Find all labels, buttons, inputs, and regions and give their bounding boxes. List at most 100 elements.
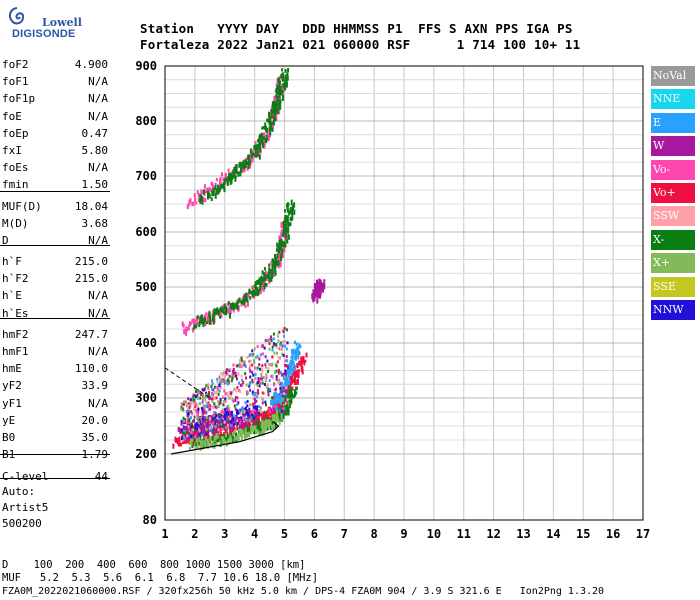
trace-point xyxy=(268,411,271,415)
echo-point xyxy=(254,396,257,400)
trace-point xyxy=(279,388,282,392)
trace-point xyxy=(289,362,292,369)
trace-point xyxy=(270,274,273,279)
trace-point xyxy=(256,279,259,286)
trace-point xyxy=(205,440,208,445)
trace-point xyxy=(284,215,287,222)
echo-point xyxy=(187,397,190,401)
autoscale-label: Auto: xyxy=(2,485,36,498)
trace-point xyxy=(281,412,284,416)
echo-point xyxy=(219,413,222,417)
trace-point xyxy=(254,154,257,158)
trace-point xyxy=(217,429,220,436)
trace-point xyxy=(252,291,255,295)
trace-point xyxy=(273,101,276,107)
trace-point xyxy=(219,441,222,448)
trace-point xyxy=(271,268,274,273)
trace-point xyxy=(214,192,217,199)
trace-point xyxy=(283,373,286,377)
echo-point xyxy=(249,375,252,379)
trace-point xyxy=(274,267,277,273)
echo-point xyxy=(200,412,203,416)
trace-point xyxy=(284,397,287,403)
echo-point xyxy=(246,355,249,359)
trace-point xyxy=(268,275,271,280)
echo-point xyxy=(225,371,228,375)
echo-point xyxy=(201,417,204,421)
echo-point xyxy=(200,406,203,410)
trace-point xyxy=(203,320,206,324)
trace-point xyxy=(284,395,287,401)
trace-point xyxy=(315,286,318,290)
legend-item-x-: X+ xyxy=(651,253,695,274)
echo-point xyxy=(239,411,242,415)
echo-point xyxy=(221,420,224,424)
trace-point xyxy=(187,203,190,207)
trace-point xyxy=(202,428,205,434)
trace-point xyxy=(177,441,180,446)
trace-point xyxy=(240,300,243,304)
echo-point xyxy=(274,362,277,366)
trace-point xyxy=(214,421,217,427)
echo-point xyxy=(227,415,230,419)
trace-point xyxy=(248,407,251,413)
echo-point xyxy=(229,391,232,395)
trace-point xyxy=(265,416,268,422)
echo-point xyxy=(232,371,235,375)
trace-point xyxy=(182,425,185,430)
trace-point xyxy=(275,398,278,402)
trace-point xyxy=(216,433,219,439)
trace-point xyxy=(238,162,241,168)
trace-point xyxy=(213,437,216,441)
echo-point xyxy=(281,373,284,377)
trace-point xyxy=(194,322,197,326)
trace-point xyxy=(288,387,291,393)
trace-point xyxy=(266,136,269,140)
trace-point xyxy=(240,167,243,173)
trace-point xyxy=(281,405,284,410)
trace-point xyxy=(294,389,297,394)
trace-point xyxy=(235,301,238,308)
echo-point xyxy=(258,405,261,409)
trace-point xyxy=(256,153,259,158)
trace-point xyxy=(287,391,290,395)
trace-point xyxy=(282,392,285,397)
trace-point xyxy=(208,320,211,325)
trace-point xyxy=(259,148,262,153)
trace-point xyxy=(270,123,273,128)
trace-point xyxy=(278,418,281,423)
trace-point xyxy=(172,443,175,449)
echo-point xyxy=(259,381,262,385)
echo-point xyxy=(253,397,256,401)
echo-point xyxy=(204,395,207,399)
trace-point xyxy=(293,370,296,374)
trace-point xyxy=(235,436,238,443)
trace-point xyxy=(253,284,256,289)
echo-point xyxy=(275,411,278,415)
trace-point xyxy=(250,290,253,295)
x-tick-label: 7 xyxy=(341,527,348,541)
trace-point xyxy=(239,422,242,429)
trace-point xyxy=(202,417,205,424)
trace-point xyxy=(220,418,223,422)
trace-point xyxy=(186,434,189,441)
trace-point xyxy=(290,199,293,206)
trace-point xyxy=(277,395,280,400)
echo-point xyxy=(190,410,193,414)
trace-point xyxy=(314,283,317,288)
trace-point xyxy=(289,222,292,226)
trace-point xyxy=(212,418,215,425)
trace-point xyxy=(215,428,218,433)
echo-point xyxy=(257,378,260,382)
echo-point xyxy=(231,398,234,402)
echo-point xyxy=(256,390,259,394)
trace-point xyxy=(225,441,228,447)
echo-point xyxy=(279,409,282,413)
trace-point xyxy=(227,168,230,172)
trace-point xyxy=(189,438,192,443)
x-tick-label: 3 xyxy=(221,527,228,541)
trace-point xyxy=(319,289,322,296)
trace-point xyxy=(203,314,206,320)
echo-point xyxy=(230,414,233,418)
trace-point xyxy=(283,228,286,235)
